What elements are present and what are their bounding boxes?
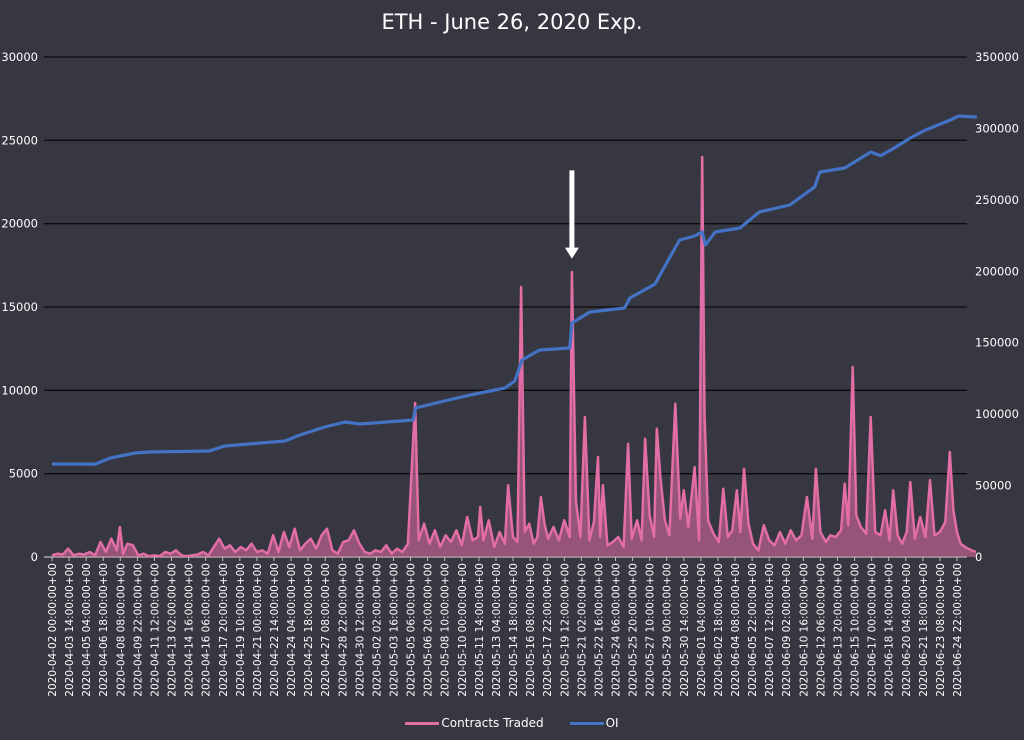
x-tick-label: 2020-06-01 04:00:00+00: [696, 563, 708, 697]
x-tick-label: 2020-04-05 04:00:00+00: [81, 563, 93, 697]
x-tick-label: 2020-04-11 12:00:00+00: [149, 563, 161, 697]
y-left-tick-label: 10000: [1, 383, 38, 397]
x-tick-label: 2020-06-07 12:00:00+00: [764, 563, 776, 697]
x-tick-label: 2020-05-17 22:00:00+00: [542, 563, 554, 697]
x-tick-label: 2020-05-25 20:00:00+00: [628, 563, 640, 697]
y-right-tick-label: 100000: [975, 407, 1019, 421]
legend-item-contracts-traded[interactable]: Contracts Traded: [405, 716, 544, 730]
x-tick-label: 2020-05-24 06:00:00+00: [610, 563, 622, 697]
x-tick-label: 2020-05-11 14:00:00+00: [474, 563, 486, 697]
y-right-tick-label: 250000: [975, 193, 1019, 207]
y-left-tick-label: 30000: [1, 50, 38, 64]
x-tick-label: 2020-05-22 16:00:00+00: [593, 563, 605, 697]
y-right-tick-label: 200000: [975, 264, 1019, 278]
x-tick-label: 2020-05-21 02:00:00+00: [576, 563, 588, 697]
y-left-tick-label: 5000: [9, 467, 38, 481]
x-tick-label: 2020-05-27 10:00:00+00: [645, 563, 657, 697]
x-tick-label: 2020-04-16 06:00:00+00: [201, 563, 213, 697]
x-tick-label: 2020-05-02 02:00:00+00: [371, 563, 383, 697]
oi-line: [51, 114, 977, 466]
x-tick-label: 2020-04-06 18:00:00+00: [98, 563, 110, 697]
x-tick-label: 2020-06-10 16:00:00+00: [798, 563, 810, 697]
x-tick-label: 2020-04-30 12:00:00+00: [354, 563, 366, 697]
x-tick-label: 2020-05-08 10:00:00+00: [440, 563, 452, 697]
x-tick-label: 2020-04-08 08:00:00+00: [115, 563, 127, 697]
y-right-tick-label: 350000: [975, 50, 1019, 64]
annotation-arrow-head: [564, 247, 579, 259]
x-tick-label: 2020-04-14 16:00:00+00: [184, 563, 196, 697]
contracts-traded-area: [52, 157, 976, 557]
x-tick-label: 2020-06-21 18:00:00+00: [918, 563, 930, 697]
x-tick-label: 2020-06-20 04:00:00+00: [901, 563, 913, 697]
x-tick-label: 2020-06-18 14:00:00+00: [884, 563, 896, 697]
y-right-tick-label: 50000: [975, 479, 1012, 493]
x-tick-label: 2020-06-24 22:00:00+00: [952, 563, 964, 697]
x-tick-label: 2020-06-02 18:00:00+00: [713, 563, 725, 697]
legend: Contracts Traded OI: [0, 716, 1024, 730]
x-tick-label: 2020-04-09 22:00:00+00: [132, 563, 144, 697]
x-tick-label: 2020-05-16 08:00:00+00: [525, 563, 537, 697]
legend-swatch-contracts-traded: [405, 721, 440, 725]
x-tick-label: 2020-06-13 20:00:00+00: [832, 563, 844, 697]
x-tick-label: 2020-04-02 00:00:00+00: [47, 563, 59, 697]
x-tick-label: 2020-06-05 22:00:00+00: [747, 563, 759, 697]
x-tick-label: 2020-04-28 22:00:00+00: [337, 563, 349, 697]
x-tick-label: 2020-05-05 06:00:00+00: [406, 563, 418, 697]
x-tick-label: 2020-04-17 20:00:00+00: [218, 563, 230, 697]
x-tick-label: 2020-05-10 00:00:00+00: [457, 563, 469, 697]
x-tick-label: 2020-06-09 02:00:00+00: [781, 563, 793, 697]
x-tick-label: 2020-04-22 14:00:00+00: [269, 563, 281, 697]
x-tick-label: 2020-06-23 08:00:00+00: [935, 563, 947, 697]
x-tick-label: 2020-05-03 16:00:00+00: [389, 563, 401, 697]
legend-swatch-oi: [569, 721, 604, 725]
x-tick-label: 2020-05-06 20:00:00+00: [423, 563, 435, 697]
contracts-traded-line: [51, 155, 977, 558]
y-right-tick-label: 0: [975, 550, 982, 564]
x-tick-label: 2020-04-25 18:00:00+00: [303, 563, 315, 697]
legend-item-oi[interactable]: OI: [569, 716, 619, 730]
x-tick-label: 2020-05-30 14:00:00+00: [679, 563, 691, 697]
y-left-tick-label: 25000: [1, 133, 38, 147]
y-right-tick-label: 150000: [975, 336, 1019, 350]
x-tick-label: 2020-04-03 14:00:00+00: [64, 563, 76, 697]
chart-title: ETH - June 26, 2020 Exp.: [381, 10, 643, 34]
y-left-tick-label: 0: [31, 550, 38, 564]
x-tick-label: 2020-05-29 00:00:00+00: [662, 563, 674, 697]
y-left-tick-label: 15000: [1, 300, 38, 314]
legend-label-contracts-traded: Contracts Traded: [441, 716, 544, 730]
y-right-tick-label: 300000: [975, 121, 1019, 135]
x-tick-label: 2020-06-12 06:00:00+00: [815, 563, 827, 697]
x-tick-label: 2020-04-19 10:00:00+00: [235, 563, 247, 697]
x-tick-label: 2020-05-19 12:00:00+00: [559, 563, 571, 697]
x-tick-label: 2020-06-17 00:00:00+00: [867, 563, 879, 697]
y-left-tick-label: 20000: [1, 217, 38, 231]
x-tick-label: 2020-05-13 04:00:00+00: [491, 563, 503, 697]
x-tick-label: 2020-04-24 04:00:00+00: [286, 563, 298, 697]
x-tick-label: 2020-06-15 10:00:00+00: [850, 563, 862, 697]
x-tick-label: 2020-04-27 08:00:00+00: [320, 563, 332, 697]
x-tick-label: 2020-04-13 02:00:00+00: [167, 563, 179, 697]
legend-label-oi: OI: [605, 716, 619, 730]
x-tick-label: 2020-05-14 18:00:00+00: [508, 563, 520, 697]
x-tick-label: 2020-04-21 00:00:00+00: [252, 563, 264, 697]
x-tick-label: 2020-06-04 08:00:00+00: [730, 563, 742, 697]
